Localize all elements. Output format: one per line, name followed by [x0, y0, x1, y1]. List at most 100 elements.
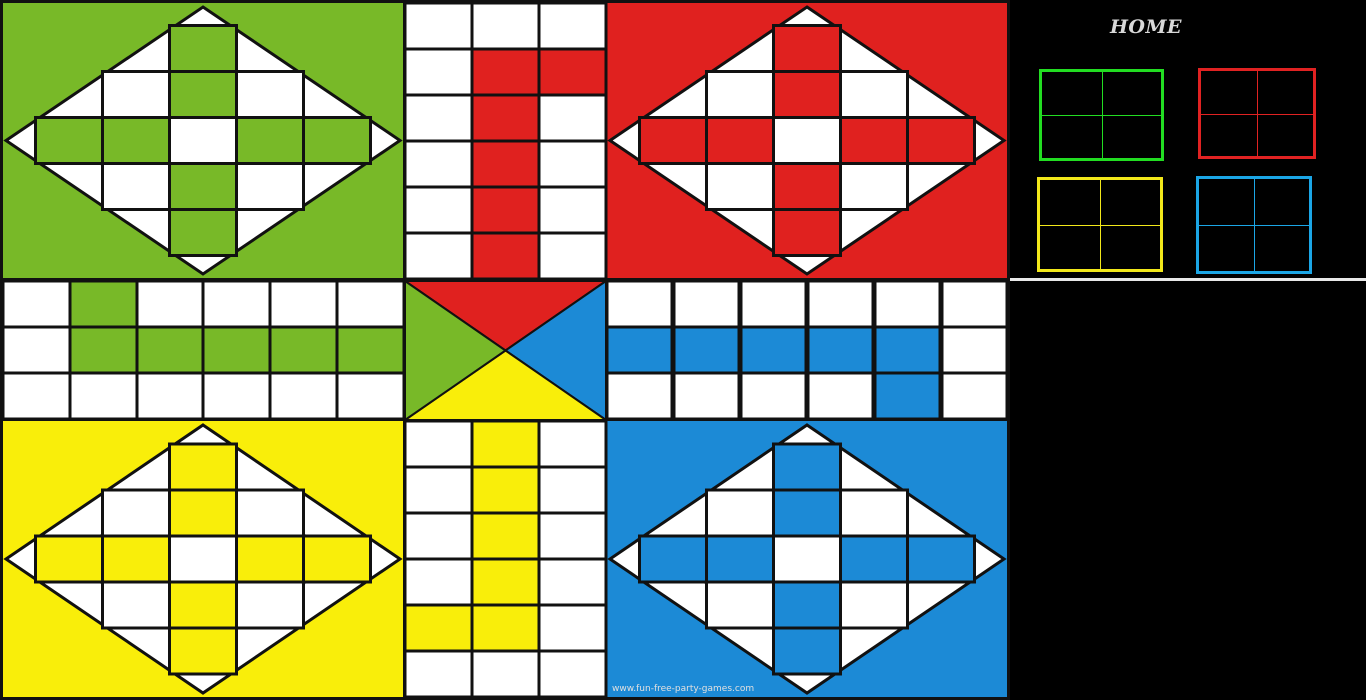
yard-cross-arm	[34, 534, 104, 584]
yard-cross-cell	[705, 534, 775, 584]
yard-cross-cell	[168, 534, 238, 584]
track-cell-bottom	[470, 557, 541, 607]
track-cell-top	[470, 185, 541, 235]
yard-cross-arm	[638, 116, 708, 165]
yard-cross-cell	[772, 488, 842, 538]
home-box-hline	[1201, 113, 1313, 115]
track-cell-left	[335, 279, 406, 329]
track-cell-right	[940, 371, 1009, 421]
yard-cross-cell	[101, 116, 171, 165]
home-box-green	[1039, 69, 1164, 161]
track-cell-bottom	[403, 649, 474, 699]
track-cell-right	[605, 325, 674, 375]
yard-cross-cell	[839, 534, 909, 584]
track-cell-left	[268, 279, 339, 329]
track-cell-right	[873, 325, 942, 375]
sidebar-divider	[1010, 278, 1366, 281]
yard-corner-cell	[101, 162, 171, 211]
yard-cross-cell	[839, 116, 909, 165]
track-cell-bottom	[537, 511, 608, 561]
track-cell-left	[68, 325, 139, 375]
yard-cross-cell	[168, 162, 238, 211]
home-button[interactable]: HOME	[1109, 16, 1183, 38]
track-cell-bottom	[537, 649, 608, 699]
yard-cross-cell	[235, 534, 305, 584]
yard-cross-cell	[168, 116, 238, 165]
track-cell-bottom	[470, 603, 541, 653]
yard-corner-cell	[839, 162, 909, 211]
yard-corner-cell	[705, 162, 775, 211]
yard-corner-cell	[101, 580, 171, 630]
track-cell-right	[940, 279, 1009, 329]
yard-corner-cell	[705, 488, 775, 538]
track-cell-top	[470, 231, 541, 281]
track-cell-bottom	[403, 557, 474, 607]
track-cell-right	[672, 325, 741, 375]
track-cell-top	[537, 1, 608, 51]
track-cell-right	[806, 279, 875, 329]
yard-cross-arm	[168, 24, 238, 73]
center-triangle-green	[404, 279, 508, 422]
track-cell-right	[940, 325, 1009, 375]
yard-cross-arm	[302, 534, 372, 584]
yard-cross-arm	[34, 116, 104, 165]
yard-corner-cell	[235, 580, 305, 630]
track-cell-top	[537, 185, 608, 235]
track-cell-top	[470, 1, 541, 51]
yard-cross-arm	[168, 208, 238, 257]
track-cell-left	[201, 325, 272, 375]
yard-cross-cell	[772, 580, 842, 630]
yard-cross-cell	[168, 488, 238, 538]
home-box-hline	[1040, 224, 1160, 226]
yard-corner-cell	[839, 488, 909, 538]
track-cell-right	[739, 279, 808, 329]
yard-corner-cell	[705, 580, 775, 630]
track-cell-top	[537, 47, 608, 97]
track-cell-left	[268, 325, 339, 375]
track-cell-right	[672, 279, 741, 329]
track-cell-left	[1, 279, 72, 329]
yard-corner-cell	[705, 70, 775, 119]
track-cell-left	[1, 371, 72, 421]
track-cell-left	[1, 325, 72, 375]
yard-cross-cell	[772, 534, 842, 584]
home-box-hline	[1042, 115, 1161, 116]
track-cell-right	[739, 325, 808, 375]
yard-cross-cell	[772, 70, 842, 119]
yard-corner-cell	[235, 70, 305, 119]
track-cell-left	[135, 325, 206, 375]
yard-cross-cell	[235, 116, 305, 165]
yard-cross-arm	[168, 442, 238, 492]
ludo-board	[0, 0, 1010, 700]
yard-cross-arm	[772, 24, 842, 73]
track-cell-top	[403, 1, 474, 51]
track-cell-top	[403, 47, 474, 97]
track-cell-bottom	[537, 465, 608, 515]
track-cell-right	[739, 371, 808, 421]
yard-cross-cell	[772, 162, 842, 211]
home-box-red	[1198, 68, 1316, 159]
yard-corner-cell	[235, 488, 305, 538]
track-cell-top	[403, 185, 474, 235]
home-box-hline	[1199, 225, 1309, 226]
track-cell-top	[403, 93, 474, 143]
yard-corner-cell	[839, 70, 909, 119]
home-box-yellow	[1037, 177, 1163, 272]
track-cell-right	[806, 325, 875, 375]
yard-corner-cell	[235, 162, 305, 211]
track-cell-left	[68, 371, 139, 421]
track-cell-right	[605, 371, 674, 421]
track-cell-bottom	[537, 419, 608, 469]
yard-corner-cell	[839, 580, 909, 630]
track-cell-right	[873, 279, 942, 329]
yard-cross-arm	[906, 534, 976, 584]
track-cell-bottom	[403, 465, 474, 515]
yard-cross-arm	[772, 626, 842, 676]
track-cell-bottom	[403, 603, 474, 653]
yard-cross-arm	[638, 534, 708, 584]
track-cell-bottom	[470, 511, 541, 561]
track-cell-top	[403, 231, 474, 281]
yard-cross-cell	[101, 534, 171, 584]
track-cell-bottom	[470, 419, 541, 469]
